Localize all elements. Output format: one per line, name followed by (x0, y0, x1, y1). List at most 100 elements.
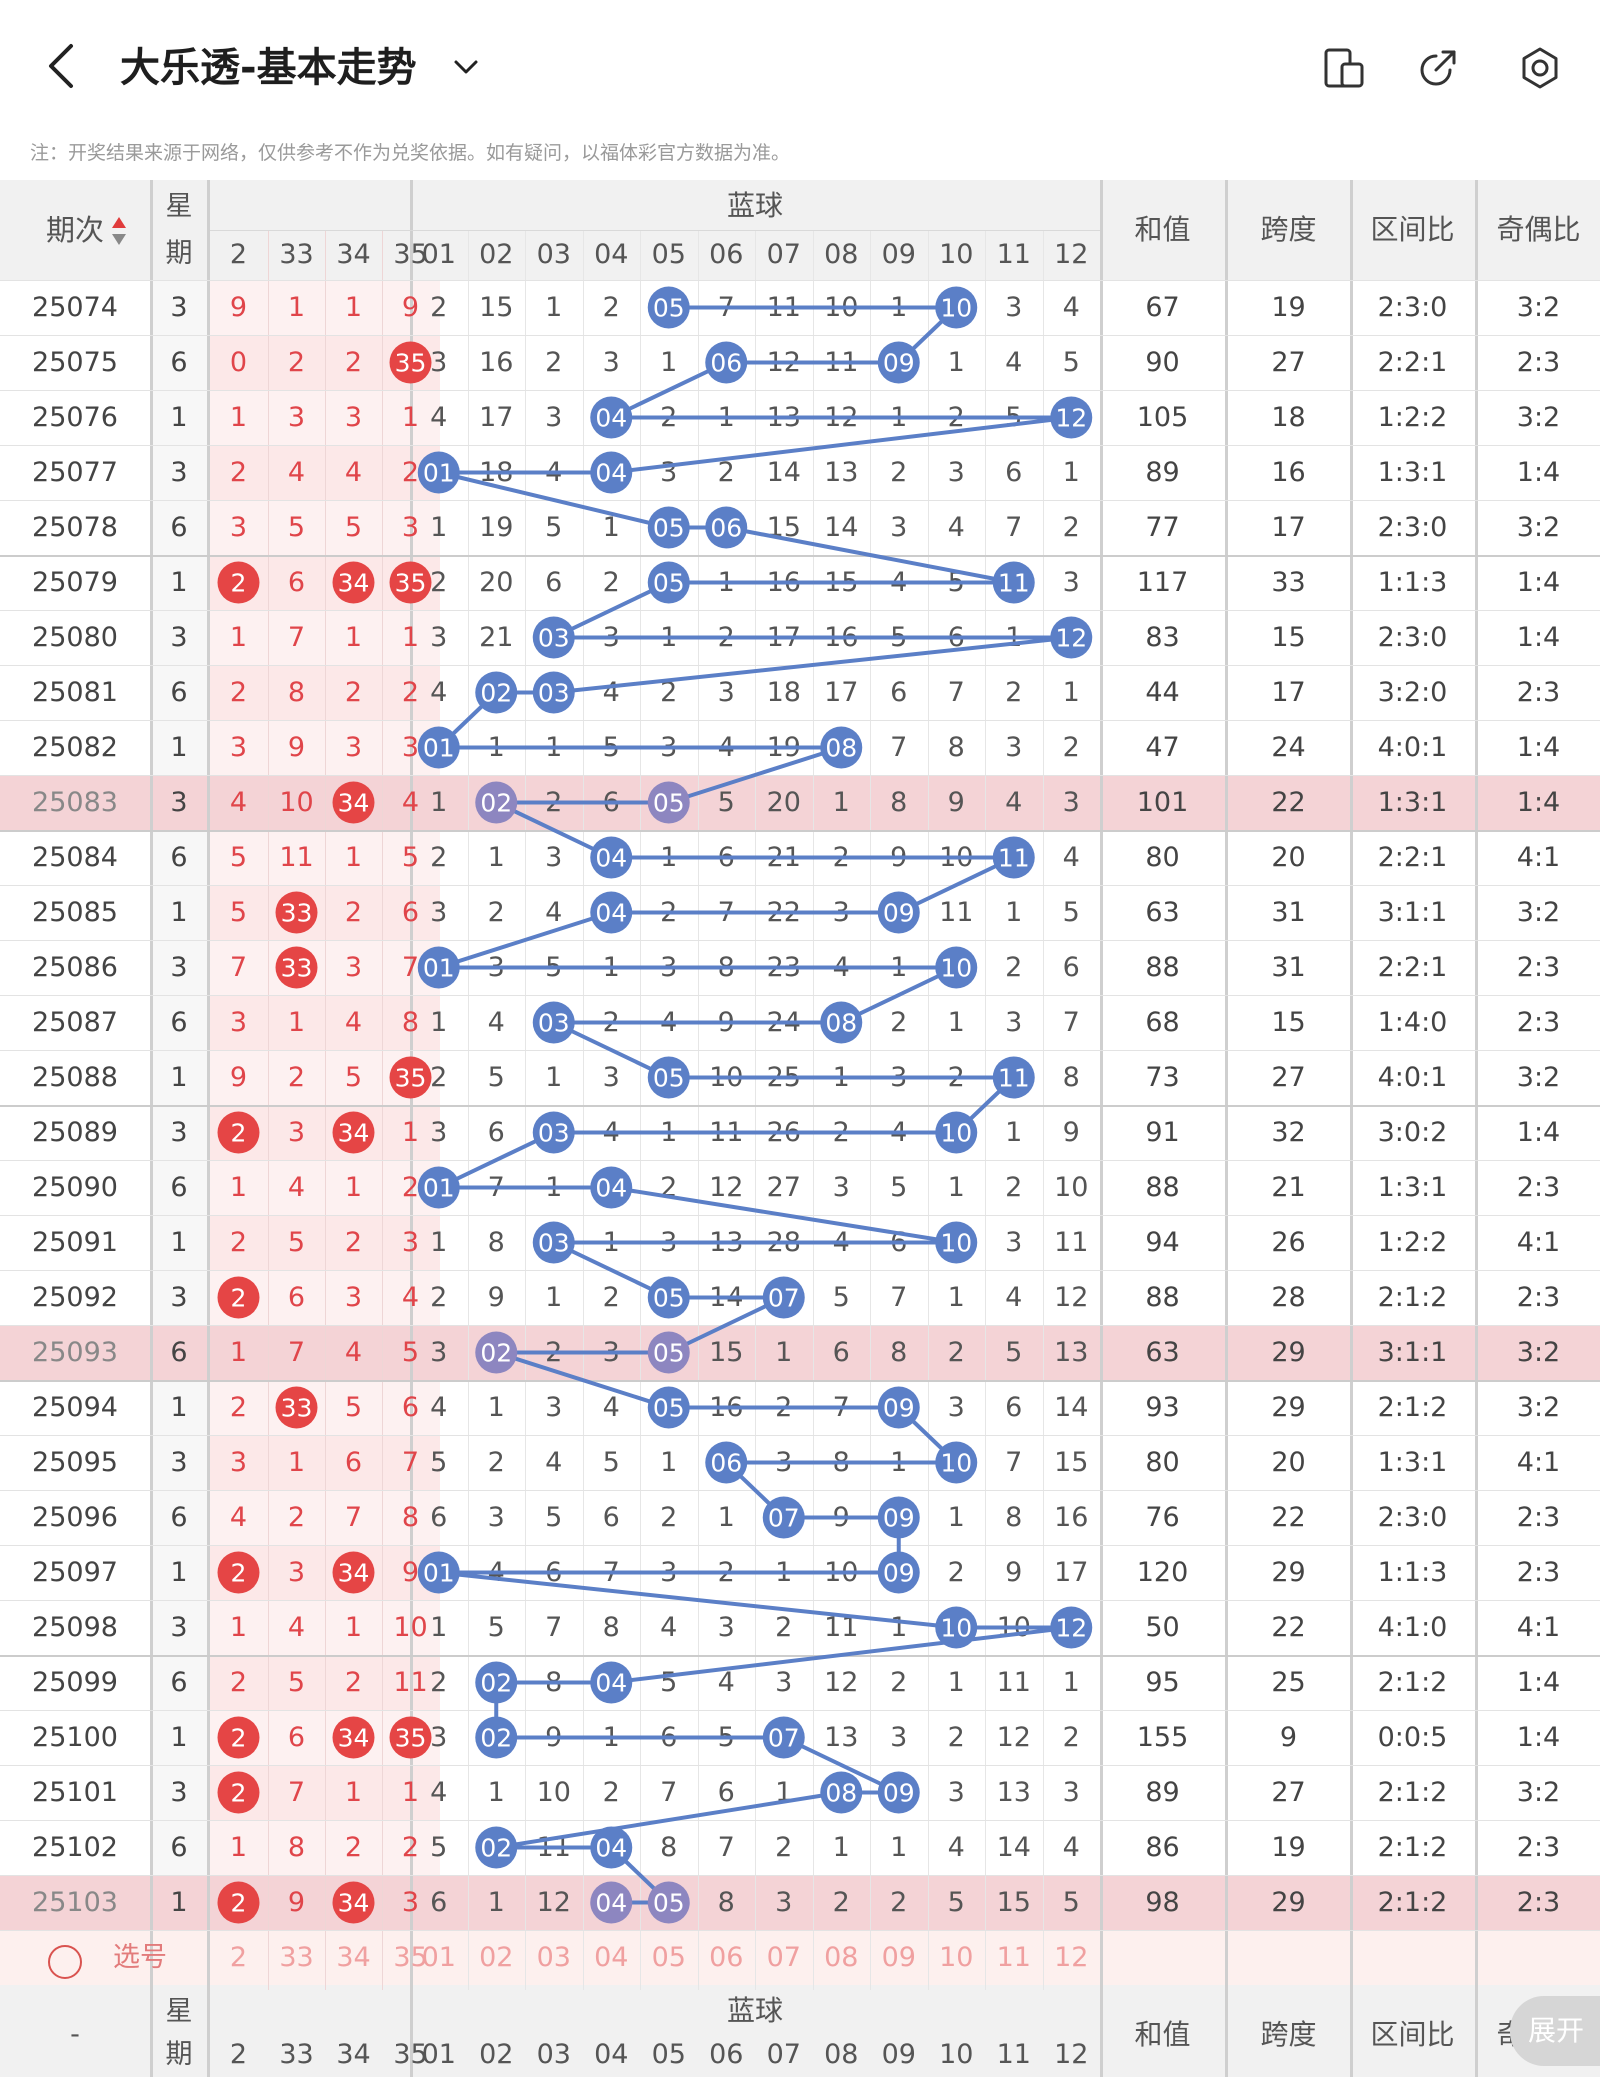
blue-ball-hit: 05 (647, 1056, 690, 1099)
svg-text:33: 33 (281, 899, 313, 928)
select-blue-number[interactable]: 10 (939, 1942, 974, 1973)
select-blue-number[interactable]: 01 (421, 1942, 456, 1973)
grid-line (1100, 180, 1103, 2077)
red-ball-hit: 34 (332, 561, 375, 604)
blue-miss-cell: 1 (602, 512, 620, 543)
column-header-weekday: 星 (165, 191, 193, 222)
span-cell: 28 (1271, 1282, 1306, 1313)
svg-text:02: 02 (480, 1834, 512, 1863)
blue-miss-cell: 6 (1005, 1392, 1023, 1423)
svg-text:09: 09 (883, 1394, 915, 1423)
weekday-cell: 1 (170, 1062, 188, 1093)
select-front-number[interactable]: 33 (279, 1942, 314, 1973)
select-blue-number[interactable]: 09 (881, 1942, 916, 1973)
grid-line (1350, 180, 1353, 2077)
select-blue-number[interactable]: 11 (996, 1942, 1031, 1973)
select-blue-number[interactable]: 07 (766, 1942, 801, 1973)
span-cell: 29 (1271, 1557, 1306, 1588)
weekday-cell: 6 (170, 677, 188, 708)
svg-text:03: 03 (538, 1119, 570, 1148)
svg-text:04: 04 (595, 899, 627, 928)
svg-text:34: 34 (338, 789, 370, 818)
blue-miss-cell: 5 (545, 1502, 563, 1533)
front-number-cell: 1 (401, 622, 420, 653)
blue-column-header: 02 (479, 239, 514, 270)
select-blue-number[interactable]: 08 (824, 1942, 859, 1973)
footer-blue-column: 03 (536, 2039, 571, 2070)
chevron-down-icon[interactable] (448, 50, 484, 86)
blue-miss-cell: 2 (487, 897, 505, 928)
red-ball-hit: 2 (217, 1551, 260, 1594)
select-blue-number[interactable]: 03 (536, 1942, 571, 1973)
select-blue-number[interactable]: 12 (1054, 1942, 1089, 1973)
weekday-cell: 1 (170, 1722, 188, 1753)
blue-miss-cell: 2 (947, 1557, 965, 1588)
front-number-cell: 2 (229, 1667, 248, 1698)
blue-miss-cell: 2 (1005, 952, 1023, 983)
blue-miss-cell: 5 (1062, 347, 1080, 378)
span-cell: 9 (1279, 1722, 1298, 1753)
front-number-cell: 7 (287, 622, 306, 653)
weekday-bg (150, 720, 208, 775)
select-blue-number[interactable]: 02 (479, 1942, 514, 1973)
weekday-cell: 1 (170, 402, 188, 433)
blue-miss-cell: 2 (947, 1337, 965, 1368)
zone-ratio-cell: 3:0:2 (1377, 1117, 1448, 1148)
grid-line (582, 230, 584, 1990)
share-icon[interactable] (1410, 40, 1466, 96)
blue-miss-cell: 1 (545, 1282, 563, 1313)
sort-arrow-icon[interactable] (110, 215, 128, 247)
odd-even-cell: 1:4 (1516, 732, 1561, 763)
footer-blue-column: 07 (766, 2039, 801, 2070)
back-arrow-icon[interactable] (38, 38, 88, 94)
select-blue-number[interactable]: 05 (651, 1942, 686, 1973)
svg-text:2: 2 (231, 1119, 247, 1148)
select-front-number[interactable]: 34 (336, 1942, 371, 1973)
blue-ball-hit: 04 (590, 451, 633, 494)
weekday-cell: 1 (170, 1887, 188, 1918)
svg-text:35: 35 (395, 569, 427, 598)
blue-miss-cell: 2 (1062, 1722, 1080, 1753)
svg-text:01: 01 (423, 734, 455, 763)
blue-ball-hit: 10 (935, 1606, 978, 1649)
blue-miss-cell: 3 (1062, 567, 1080, 598)
blue-miss-cell: 2 (430, 842, 448, 873)
svg-text:01: 01 (423, 954, 455, 983)
blue-trend-line (436, 305, 1074, 1905)
weekday-bg (150, 1050, 208, 1105)
blue-miss-cell: 3 (717, 677, 735, 708)
blue-miss-cell: 8 (717, 1887, 735, 1918)
span-cell: 27 (1271, 1062, 1306, 1093)
blue-miss-cell: 7 (660, 1777, 678, 1808)
svg-text:06: 06 (710, 349, 742, 378)
select-blue-number[interactable]: 04 (594, 1942, 629, 1973)
period-cell: 25094 (32, 1392, 118, 1423)
page-title[interactable]: 大乐透-基本走势 (120, 45, 417, 91)
span-cell: 17 (1271, 512, 1306, 543)
select-number-label[interactable]: 选号 (113, 1942, 167, 1973)
weekday-bg (150, 665, 208, 720)
select-blue-number[interactable]: 06 (709, 1942, 744, 1973)
svg-text:02: 02 (480, 1724, 512, 1753)
blue-miss-cell: 4 (545, 897, 563, 928)
expand-button[interactable]: 展开 (1510, 1996, 1600, 2066)
blue-ball-hit: 01 (417, 1166, 460, 1209)
select-front-number[interactable]: 2 (229, 1942, 248, 1973)
front-number-cell: 10 (393, 1612, 428, 1643)
zone-ratio-cell: 1:3:1 (1377, 787, 1448, 818)
device-icon[interactable] (1316, 40, 1372, 96)
grid-line (0, 445, 1600, 446)
column-header-period[interactable]: 期次 (45, 213, 104, 247)
grid-line (268, 230, 269, 1990)
blue-miss-cell: 11 (996, 1667, 1031, 1698)
svg-text:05: 05 (653, 789, 685, 818)
blue-ball-hit: 11 (992, 836, 1035, 879)
settings-icon[interactable] (1512, 40, 1568, 96)
grid-line (1225, 180, 1228, 2077)
weekday-bg (150, 1545, 208, 1600)
blue-ball-hit: 04 (590, 1826, 633, 1869)
select-number-radio[interactable] (48, 1945, 82, 1979)
blue-miss-cell: 1 (1062, 457, 1080, 488)
select-front-number[interactable]: 35 (393, 1942, 428, 1973)
blue-miss-cell: 3 (430, 347, 448, 378)
